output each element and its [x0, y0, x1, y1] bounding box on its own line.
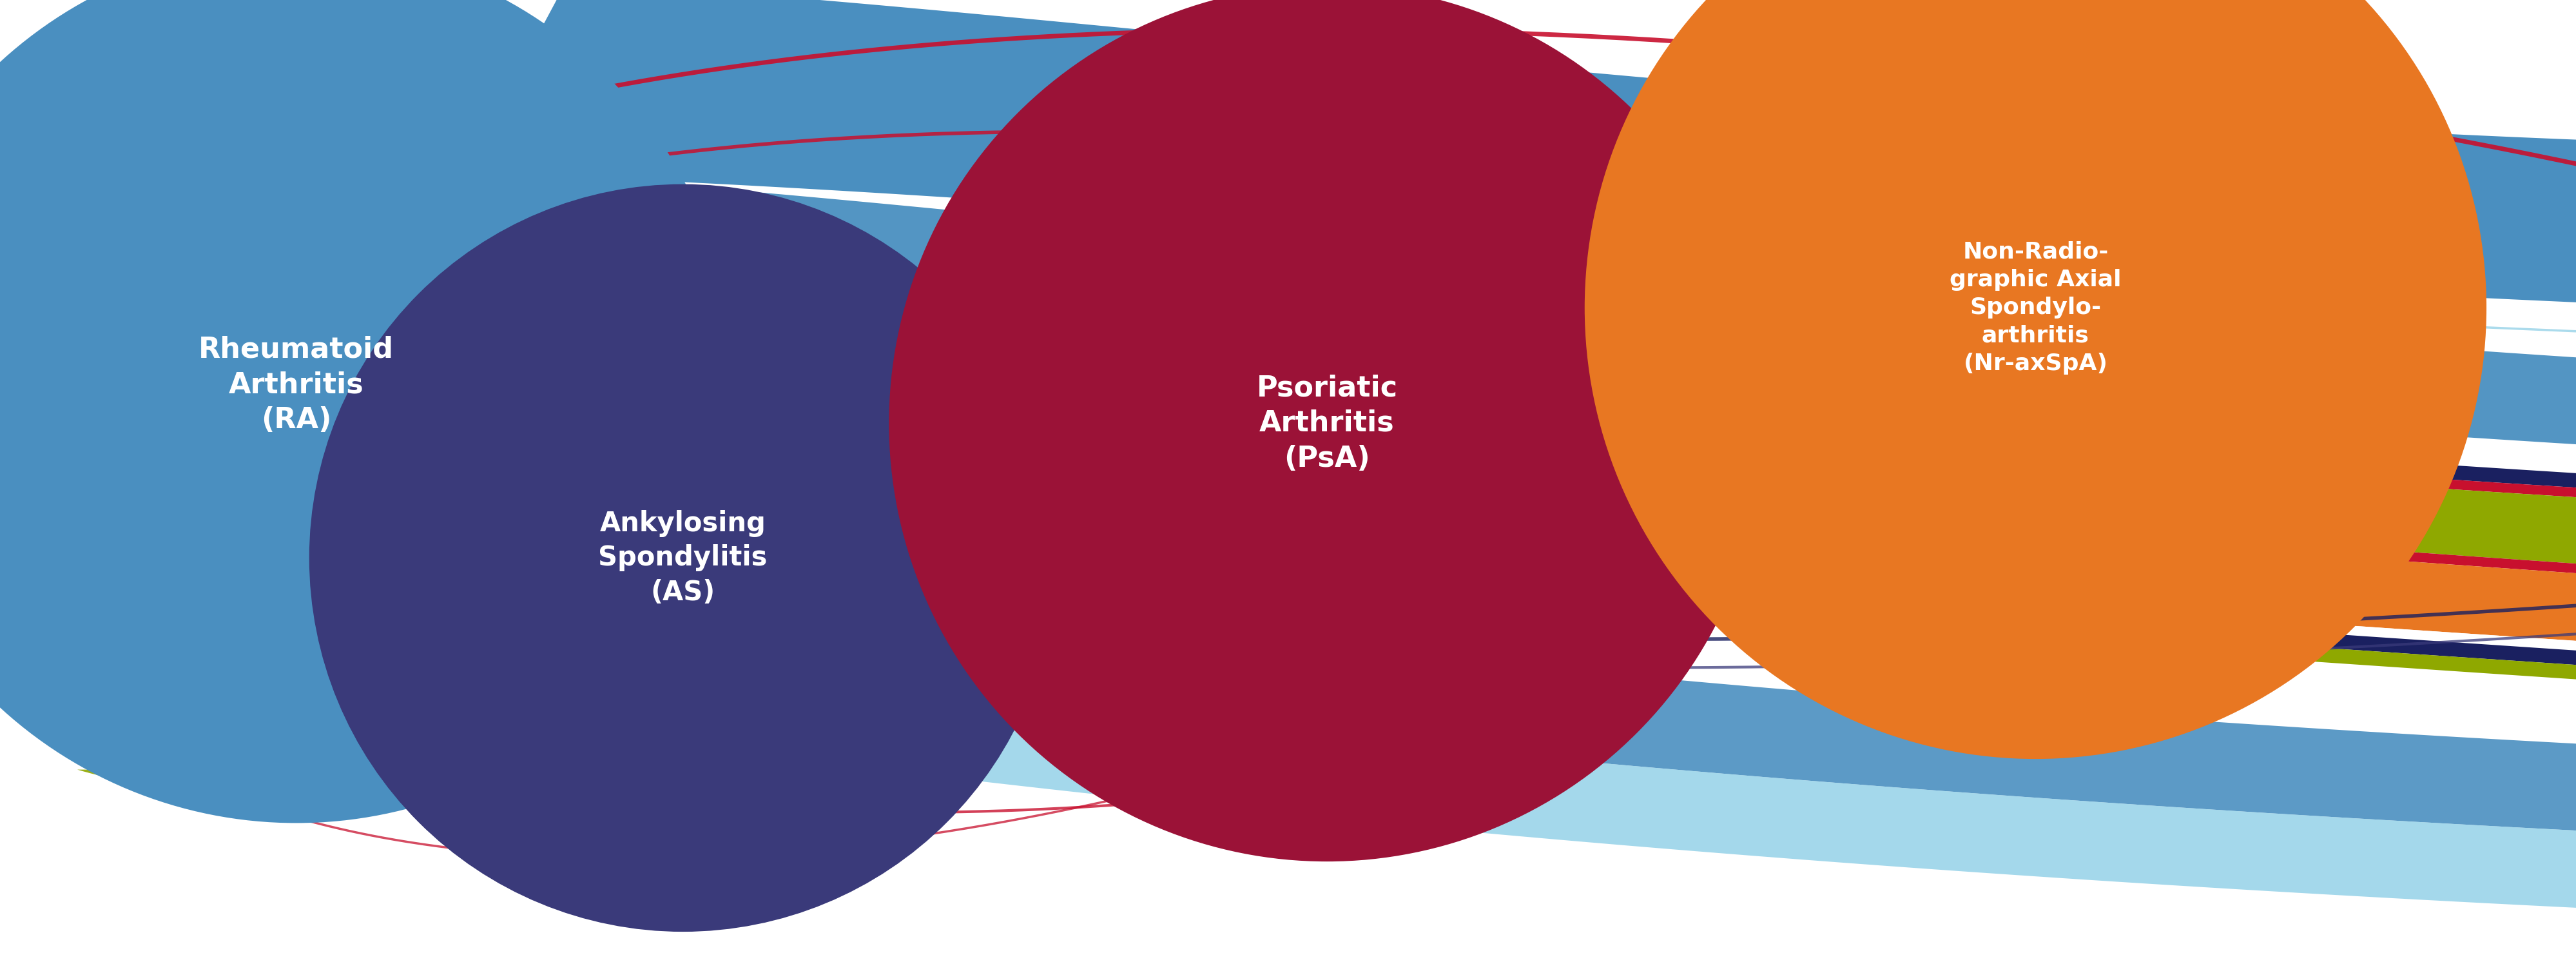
Polygon shape: [77, 673, 438, 784]
Polygon shape: [412, 240, 577, 654]
Polygon shape: [322, 192, 520, 625]
Polygon shape: [410, 269, 536, 664]
Polygon shape: [283, 616, 2576, 914]
Polygon shape: [180, 433, 489, 593]
Polygon shape: [309, 115, 536, 596]
Polygon shape: [77, 654, 464, 765]
Text: Rheumatoid
Arthritis
(RA): Rheumatoid Arthritis (RA): [198, 336, 394, 434]
Polygon shape: [0, 596, 386, 716]
Polygon shape: [438, 539, 2576, 688]
Text: Ankylosing
Spondylitis
(AS): Ankylosing Spondylitis (AS): [598, 510, 768, 606]
Ellipse shape: [889, 0, 1765, 862]
Polygon shape: [489, 332, 2576, 505]
Polygon shape: [464, 418, 2576, 582]
Text: Psoriatic
Arthritis
(PsA): Psoriatic Arthritis (PsA): [1257, 374, 1396, 472]
Ellipse shape: [0, 0, 734, 823]
Polygon shape: [438, 428, 2576, 649]
Polygon shape: [489, 317, 2576, 495]
Polygon shape: [464, 0, 2576, 308]
Polygon shape: [464, 173, 2576, 462]
Text: Non-Radio-
graphic Axial
Spondylo-
arthritis
(Nr-axSpA): Non-Radio- graphic Axial Spondylo- arthr…: [1950, 240, 2120, 375]
Ellipse shape: [309, 184, 1056, 932]
Polygon shape: [489, 289, 2576, 481]
Polygon shape: [335, 529, 2576, 837]
Polygon shape: [464, 342, 2576, 572]
Polygon shape: [438, 515, 2576, 659]
Polygon shape: [438, 524, 2576, 673]
Polygon shape: [412, 260, 562, 673]
Ellipse shape: [1584, 0, 2486, 759]
